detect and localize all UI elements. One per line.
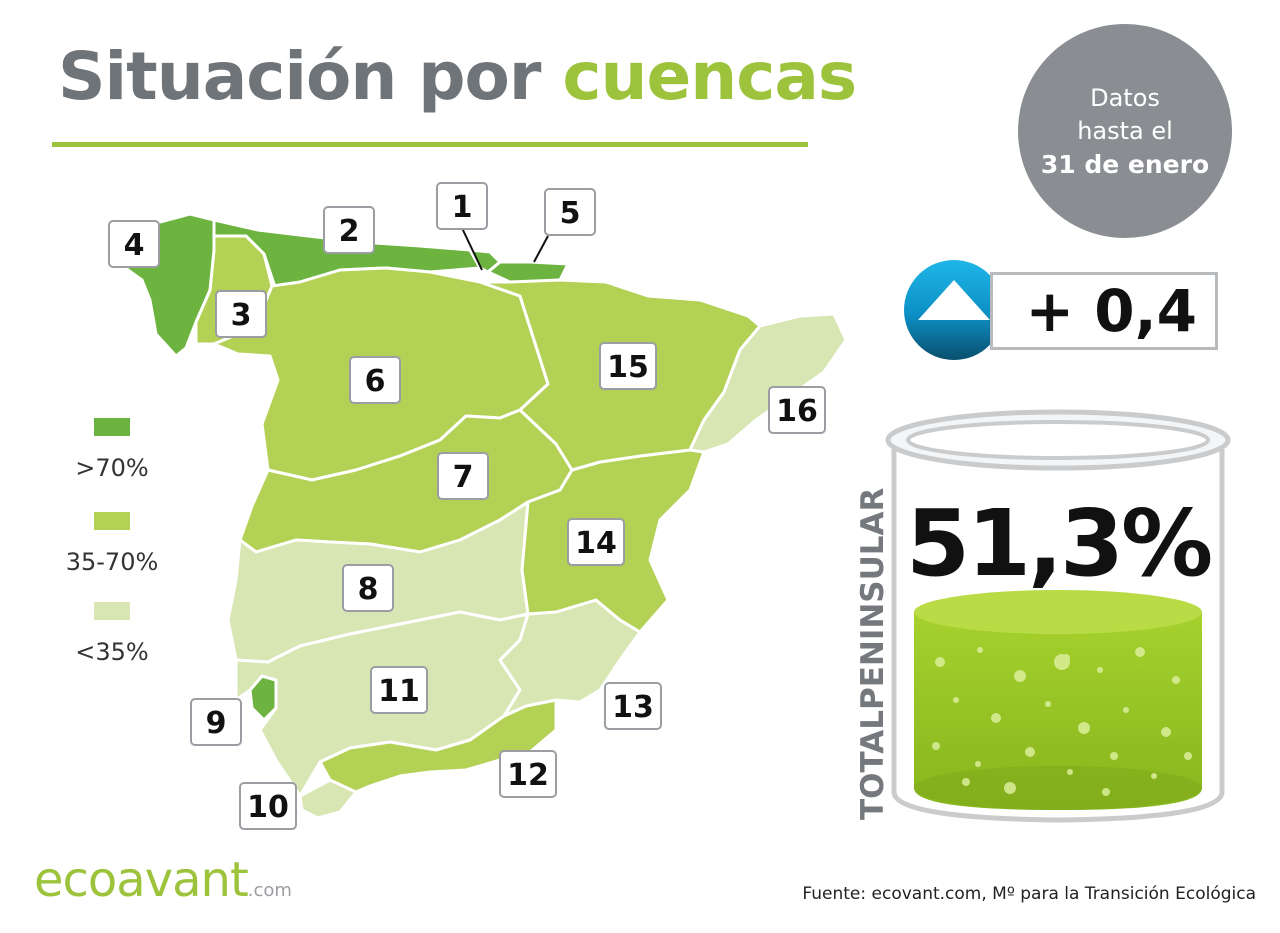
basin-tag-13: 13	[604, 682, 662, 730]
legend-swatch-low	[94, 602, 130, 620]
brand-logo: ecoavant.com	[34, 852, 292, 908]
basin-tag-2: 2	[323, 206, 375, 254]
total-percentage: 51,3%	[906, 490, 1213, 597]
reservoir-jar	[885, 409, 1231, 823]
title-part-1: Situación por	[58, 38, 541, 115]
basin-number-6: 6	[365, 364, 386, 399]
basin-region-12	[318, 698, 558, 794]
title-part-2: cuencas	[562, 38, 857, 115]
title-divider	[52, 142, 808, 147]
basin-tag-10: 10	[239, 782, 297, 830]
basin-number-4: 4	[124, 228, 145, 263]
date-line-1: Datos	[1090, 83, 1160, 112]
brand-suffix: .com	[247, 880, 292, 901]
basin-number-10: 10	[247, 790, 289, 825]
brand-name: ecoavant	[34, 852, 249, 908]
basin-tag-14: 14	[567, 518, 625, 566]
source-note: Fuente: ecovant.com, Mº para la Transici…	[802, 884, 1256, 904]
basin-tag-5: 5	[544, 188, 596, 236]
basin-tag-7: 7	[437, 452, 489, 500]
basin-number-16: 16	[776, 394, 818, 429]
date-line-2: hasta el	[1077, 116, 1173, 145]
basin-tag-9: 9	[190, 698, 242, 746]
up-triangle-icon	[904, 260, 1004, 360]
basin-number-9: 9	[206, 706, 227, 741]
basin-tag-3: 3	[215, 290, 267, 338]
legend-item-high: >70%	[52, 418, 172, 482]
legend-label-mid: 35-70%	[65, 548, 159, 576]
change-value: + 0,4	[1025, 277, 1197, 345]
basin-tag-4: 4	[108, 220, 160, 268]
basin-leader-1	[461, 227, 483, 271]
legend-label-low: <35%	[75, 638, 149, 666]
basin-region-16	[688, 312, 848, 454]
basin-number-2: 2	[339, 214, 360, 249]
basin-tag-1: 1	[436, 182, 488, 230]
basin-number-3: 3	[231, 298, 252, 333]
basin-tag-6: 6	[349, 356, 401, 404]
change-value-box: + 0,4	[990, 272, 1218, 350]
basin-tag-15: 15	[599, 342, 657, 390]
basin-number-14: 14	[575, 526, 617, 561]
legend-label-high: >70%	[75, 454, 149, 482]
basin-tag-16: 16	[768, 386, 826, 434]
basin-number-7: 7	[453, 460, 474, 495]
page-title: Situación por cuencas	[58, 38, 857, 115]
legend-item-mid: 35-70%	[52, 512, 172, 576]
basin-tag-8: 8	[342, 564, 394, 612]
legend-swatch-mid	[94, 512, 130, 530]
date-line-3: 31 de enero	[1040, 149, 1210, 179]
date-badge: Datos hasta el 31 de enero	[1018, 24, 1232, 238]
basin-number-5: 5	[560, 196, 581, 231]
legend-item-low: <35%	[52, 602, 172, 666]
legend-swatch-high	[94, 418, 130, 436]
basin-number-1: 1	[452, 190, 473, 225]
basin-number-13: 13	[612, 690, 654, 725]
basin-number-12: 12	[507, 758, 549, 793]
basin-tag-11: 11	[370, 666, 428, 714]
basin-number-15: 15	[607, 350, 649, 385]
basin-leader-5	[533, 235, 549, 263]
basin-number-11: 11	[378, 674, 420, 709]
basin-number-8: 8	[358, 572, 379, 607]
basin-tag-12: 12	[499, 750, 557, 798]
total-label: TOTALPENINSULAR	[855, 487, 891, 820]
